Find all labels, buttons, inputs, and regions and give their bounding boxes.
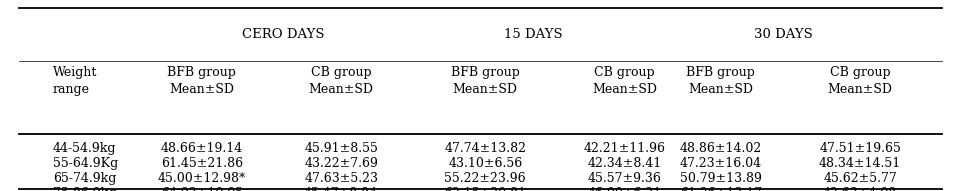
Text: BFB group
Mean±SD: BFB group Mean±SD [167,66,236,96]
Text: 45.57±9.36: 45.57±9.36 [588,172,661,185]
Text: 45.00±12.98*: 45.00±12.98* [158,172,246,185]
Text: 30 DAYS: 30 DAYS [753,28,813,41]
Text: 62.15±20.81: 62.15±20.81 [444,187,527,191]
Text: 45.62±5.77: 45.62±5.77 [824,172,897,185]
Text: 55-64.9Kg: 55-64.9Kg [53,157,118,170]
Text: 47.23±16.04: 47.23±16.04 [679,157,762,170]
Text: 45.47±8.84: 45.47±8.84 [304,187,379,191]
Text: 44-54.9kg: 44-54.9kg [53,142,116,155]
Text: 48.34±14.51: 48.34±14.51 [819,157,901,170]
Text: CB group
Mean±SD: CB group Mean±SD [827,66,893,96]
Text: 42.34±8.41: 42.34±8.41 [587,157,662,170]
Text: 48.66±19.14: 48.66±19.14 [160,142,243,155]
Text: 45.91±8.55: 45.91±8.55 [305,142,378,155]
Text: 61.26±13.17: 61.26±13.17 [679,187,762,191]
Text: CERO DAYS: CERO DAYS [242,28,325,41]
Text: 47.51±19.65: 47.51±19.65 [819,142,901,155]
Text: BFB group
Mean±SD: BFB group Mean±SD [451,66,520,96]
Text: 42.63±4.08: 42.63±4.08 [823,187,898,191]
Text: Weight
range: Weight range [53,66,97,96]
Text: 48.86±14.02: 48.86±14.02 [679,142,762,155]
Text: 15 DAYS: 15 DAYS [504,28,563,41]
Text: 50.79±13.89: 50.79±13.89 [679,172,762,185]
Text: 55.22±23.96: 55.22±23.96 [445,172,526,185]
Text: 43.10±6.56: 43.10±6.56 [448,157,523,170]
Text: BFB group
Mean±SD: BFB group Mean±SD [686,66,755,96]
Text: 46.00±6.21: 46.00±6.21 [587,187,662,191]
Text: 65-74.9kg: 65-74.9kg [53,172,116,185]
Text: CB group
Mean±SD: CB group Mean±SD [308,66,374,96]
Text: 47.63±5.23: 47.63±5.23 [304,172,379,185]
Text: 47.74±13.82: 47.74±13.82 [444,142,527,155]
Text: 43.22±7.69: 43.22±7.69 [305,157,378,170]
Text: 42.21±11.96: 42.21±11.96 [583,142,666,155]
Text: 75-86.9kg: 75-86.9kg [53,187,116,191]
Text: 64.93±10.05: 64.93±10.05 [160,187,243,191]
Text: CB group
Mean±SD: CB group Mean±SD [592,66,657,96]
Text: 61.45±21.86: 61.45±21.86 [160,157,243,170]
